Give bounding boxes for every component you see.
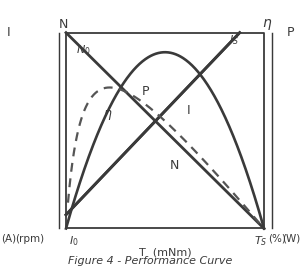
Text: P: P [287, 26, 295, 39]
Text: (%): (%) [268, 234, 286, 244]
Text: (W): (W) [282, 234, 300, 244]
Text: I: I [187, 104, 190, 118]
Text: $N_0$: $N_0$ [76, 44, 91, 57]
Text: N: N [58, 18, 68, 31]
Text: $I_S$: $I_S$ [230, 33, 239, 47]
Text: (rpm): (rpm) [15, 234, 45, 244]
Text: T  (mNm): T (mNm) [139, 248, 191, 258]
Text: $I_0$: $I_0$ [69, 234, 78, 248]
Text: $\eta$: $\eta$ [262, 17, 272, 32]
Text: Figure 4 - Performance Curve: Figure 4 - Performance Curve [68, 256, 232, 266]
Text: N: N [170, 159, 180, 172]
Text: I: I [7, 26, 11, 39]
Text: $\eta$: $\eta$ [103, 108, 112, 122]
Text: P: P [142, 85, 149, 98]
Text: (A): (A) [2, 234, 16, 244]
Text: $T_S$: $T_S$ [254, 234, 268, 248]
